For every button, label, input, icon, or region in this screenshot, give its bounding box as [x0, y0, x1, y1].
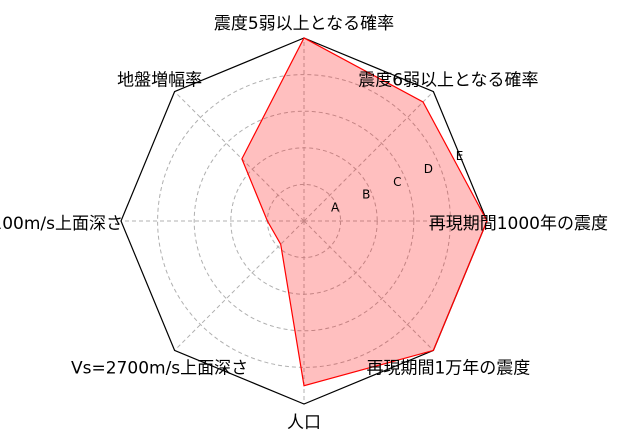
axis-label-7: 再現期間1万年の震度 [366, 358, 530, 378]
grid-spoke-7 [303, 220, 434, 351]
series-layer [241, 37, 488, 387]
ring-label-c: C [393, 175, 401, 189]
ring-label-a: A [331, 201, 340, 215]
ring-label-b: B [362, 188, 370, 202]
ring-label-e: E [456, 149, 464, 163]
axis-label-3: 地盤増幅率 [117, 71, 202, 91]
grid-spoke-1 [303, 91, 434, 222]
axis-label-1: 震度6弱以上となる確率 [358, 71, 538, 91]
grid-ring-4 [157, 74, 451, 368]
outer-frame [120, 37, 488, 405]
axis-label-2: 震度5弱以上となる確率 [214, 14, 394, 34]
grid-spoke-5 [174, 220, 305, 351]
axis-label-6: 人口 [287, 413, 321, 433]
ring-label-layer: A B C D E [331, 149, 463, 215]
axis-label-5: Vs=2700m/s上面深さ [71, 358, 248, 378]
grid-ring-3 [193, 110, 415, 332]
ring-label-d: D [424, 162, 433, 176]
axis-label-4: Vs=1100m/s上面深さ [0, 214, 123, 234]
grid-layer [121, 38, 487, 404]
axis-label-0: 再現期間1000年の震度 [429, 214, 608, 234]
grid-spoke-3 [174, 91, 305, 222]
frame-layer [120, 37, 488, 405]
